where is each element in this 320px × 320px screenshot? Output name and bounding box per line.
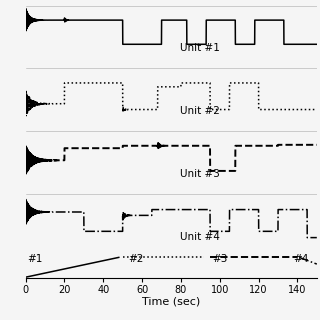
Text: Unit #1: Unit #1 xyxy=(180,44,220,53)
Text: #4: #4 xyxy=(293,254,309,264)
Text: #2: #2 xyxy=(129,254,144,264)
Text: #3: #3 xyxy=(212,254,227,264)
Text: Unit #4: Unit #4 xyxy=(180,232,220,242)
Text: Unit #2: Unit #2 xyxy=(180,106,220,116)
X-axis label: Time (sec): Time (sec) xyxy=(142,297,200,307)
Text: Unit #3: Unit #3 xyxy=(180,169,220,179)
Text: #1: #1 xyxy=(28,254,43,264)
